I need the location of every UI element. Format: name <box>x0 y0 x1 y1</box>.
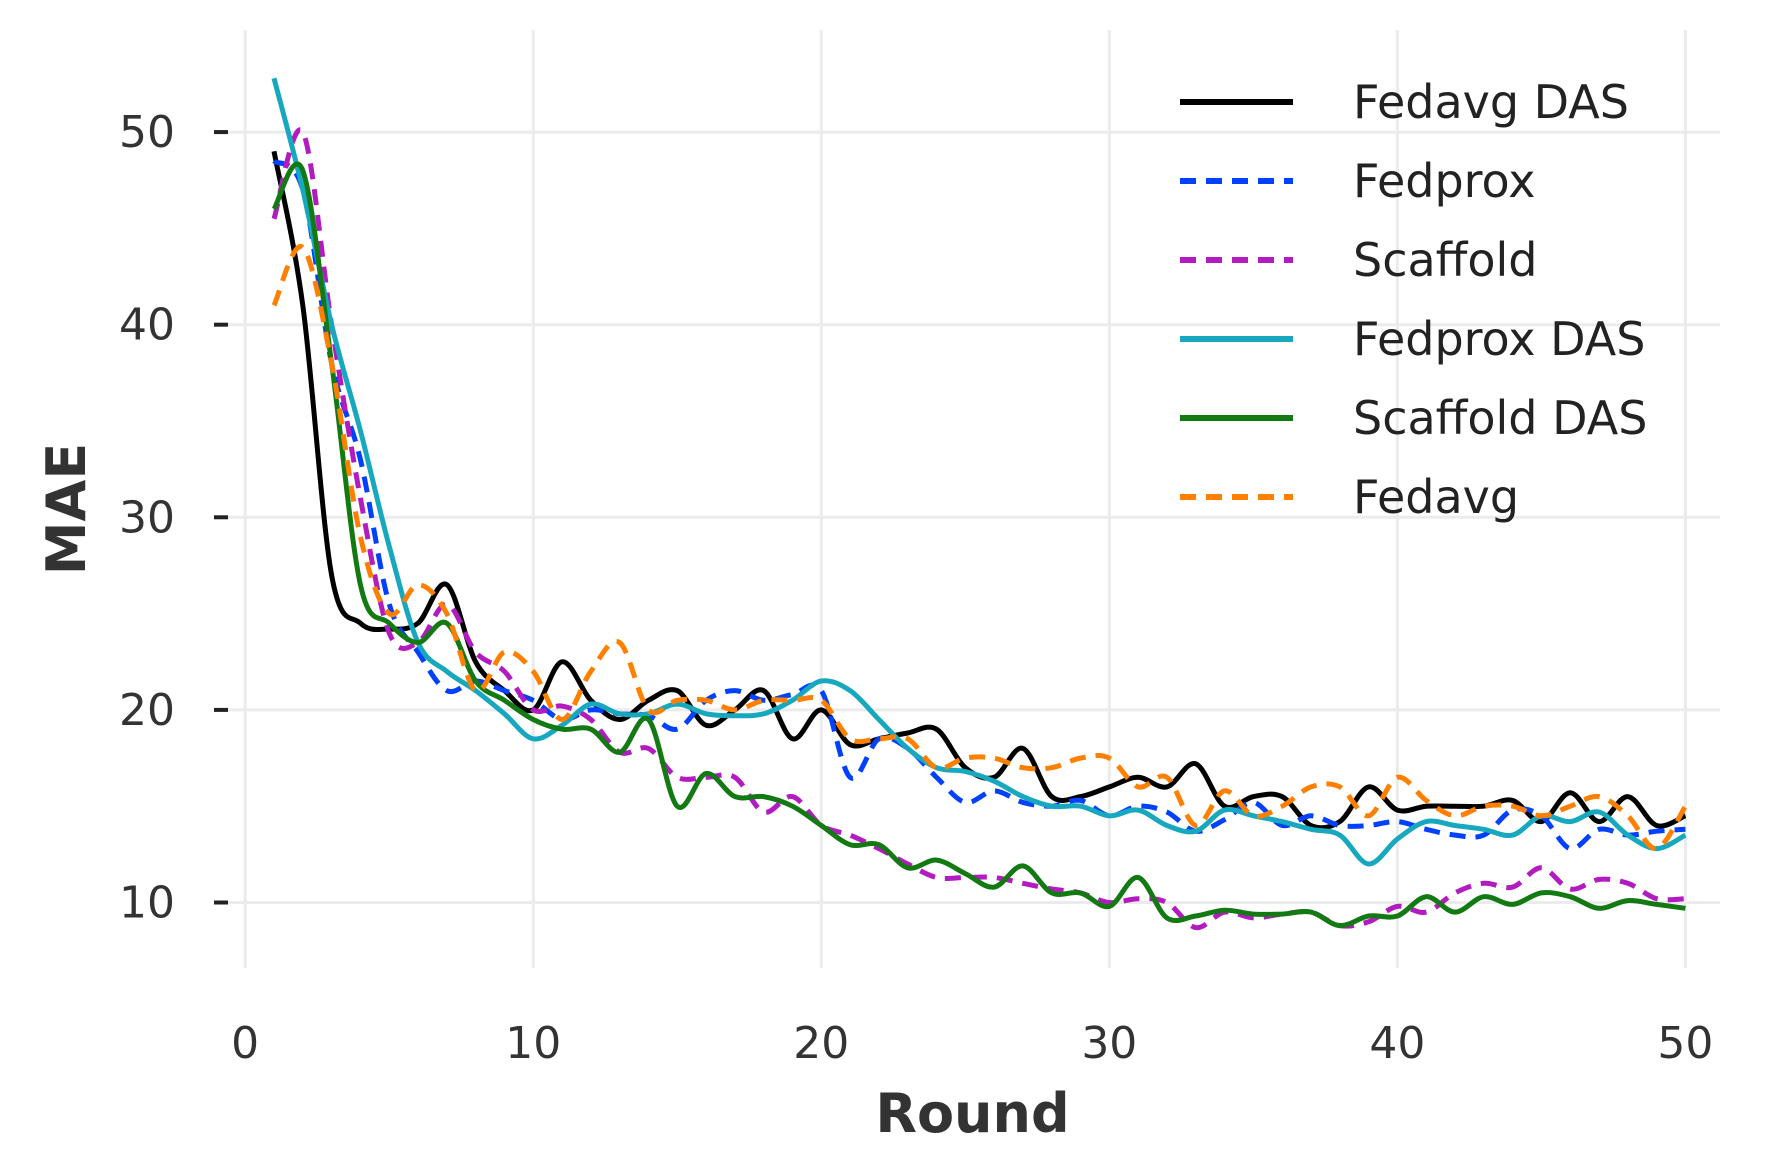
legend-label-fedprox: Fedprox <box>1353 154 1536 208</box>
y-tick-label: 20 <box>119 685 175 736</box>
x-tick-label: 0 <box>231 1018 259 1069</box>
axes: 0 10 20 30 40 50 10 20 30 40 50 <box>119 107 1713 1069</box>
series-line-scaffold-das <box>271 161 1686 929</box>
legend-label-scaffold: Scaffold <box>1353 233 1538 287</box>
x-tick-label: 40 <box>1369 1018 1425 1069</box>
series-line-fedavg <box>271 244 1688 852</box>
grid <box>225 30 1720 968</box>
x-tick-label: 50 <box>1657 1018 1713 1069</box>
legend: Fedavg DAS Fedprox Scaffold Fedprox DAS Scaf… <box>1180 75 1647 524</box>
x-tick-label: 10 <box>505 1018 561 1069</box>
legend-label-fedavg: Fedavg <box>1353 470 1519 524</box>
y-tick-label: 40 <box>119 300 175 351</box>
x-axis-title: Round <box>875 1082 1069 1145</box>
y-tick-label: 50 <box>119 107 175 158</box>
y-tick-label: 30 <box>119 492 175 543</box>
y-axis-title: MAE <box>35 443 98 575</box>
series-lines <box>271 77 1688 931</box>
x-tick-label: 30 <box>1081 1018 1137 1069</box>
legend-label-fedprox-das: Fedprox DAS <box>1353 312 1645 366</box>
legend-label-fedavg-das: Fedavg DAS <box>1353 75 1629 129</box>
y-tick-label: 10 <box>119 878 175 929</box>
x-tick-label: 20 <box>793 1018 849 1069</box>
legend-label-scaffold-das: Scaffold DAS <box>1353 391 1647 445</box>
